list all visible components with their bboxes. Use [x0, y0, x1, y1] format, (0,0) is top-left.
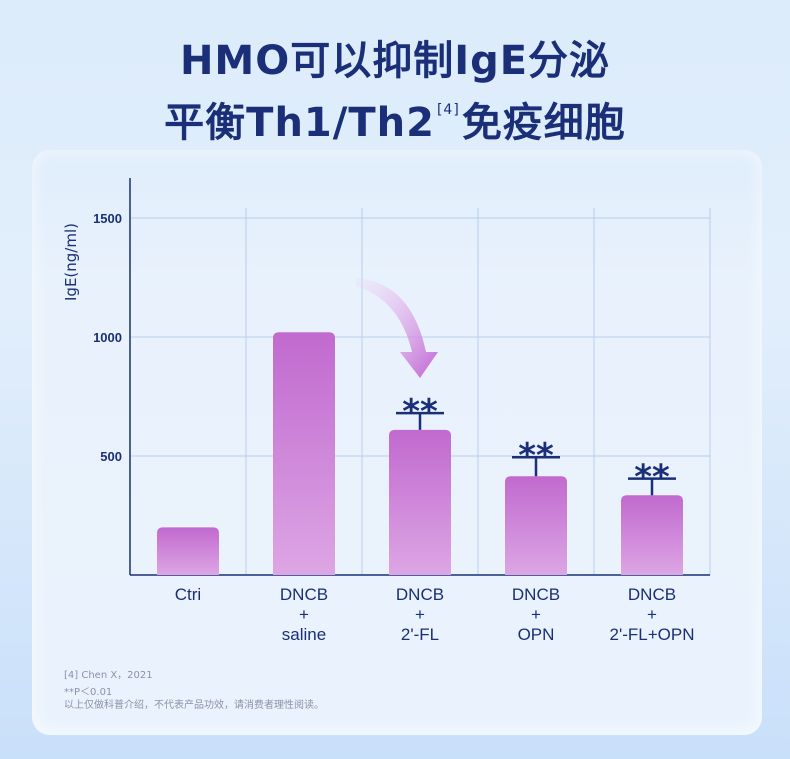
significance-label: **	[634, 458, 670, 498]
x-tick-label: +	[299, 605, 309, 624]
x-tick-label: DNCB	[280, 585, 328, 604]
bar	[505, 476, 567, 575]
x-tick-label: +	[647, 605, 657, 624]
x-tick-label: 2'-FL+OPN	[610, 625, 695, 644]
y-tick-label: 1500	[93, 211, 122, 226]
bar	[621, 495, 683, 575]
x-tick-label: Ctri	[175, 585, 201, 604]
x-tick-label: DNCB	[512, 585, 560, 604]
page-subtitle: 平衡Th1/Th2 [4]免疫细胞	[0, 90, 790, 148]
footnote-pvalue: **P＜0.01	[64, 687, 113, 698]
y-axis-label: IgE(ng/ml)	[62, 223, 80, 301]
reference-mark: [4]	[436, 102, 460, 118]
subtitle-main: 平衡Th1/Th2	[164, 100, 435, 146]
subtitle-tail: 免疫细胞	[461, 100, 626, 146]
x-tick-label: +	[415, 605, 425, 624]
y-tick-label: 1000	[93, 330, 122, 345]
y-tick-label: 500	[100, 449, 122, 464]
x-tick-label: 2'-FL	[401, 625, 439, 644]
bar	[389, 429, 451, 575]
x-tick-label: +	[531, 605, 541, 624]
significance-label: **	[518, 436, 554, 476]
x-tick-label: DNCB	[628, 585, 676, 604]
x-tick-label: saline	[282, 625, 326, 644]
x-tick-label: OPN	[518, 625, 555, 644]
page-title: HMO可以抑制IgE分泌	[179, 38, 611, 84]
bar	[273, 332, 335, 575]
footnote-disclaimer: 以上仅做科普介绍，不代表产品功效，请消费者理性阅读。	[64, 700, 324, 711]
footnote-reference: [4] Chen X，2021	[64, 670, 153, 681]
significance-label: **	[402, 392, 438, 432]
highlight-arrow-icon	[356, 278, 438, 378]
bar	[157, 527, 219, 575]
x-tick-label: DNCB	[396, 585, 444, 604]
